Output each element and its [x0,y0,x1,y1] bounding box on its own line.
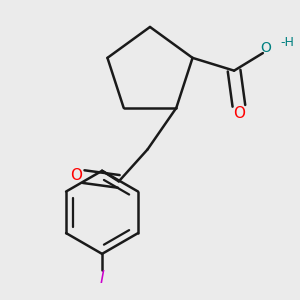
Text: -H: -H [280,36,294,50]
Text: O: O [70,167,82,182]
Text: O: O [261,41,272,55]
Text: I: I [100,269,104,287]
Text: O: O [233,106,245,121]
